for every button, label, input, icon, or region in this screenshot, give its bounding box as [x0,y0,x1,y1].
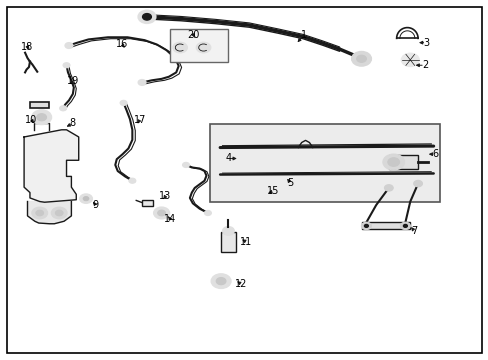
Text: 16: 16 [115,39,127,49]
Bar [142,200,153,206]
Circle shape [83,197,89,201]
Circle shape [120,100,127,105]
Text: 5: 5 [286,178,293,188]
Circle shape [63,63,70,68]
Bar [170,30,227,62]
Text: 12: 12 [234,279,247,289]
Bar [30,102,49,108]
Circle shape [361,222,370,229]
Text: 13: 13 [159,191,171,201]
Circle shape [172,42,187,53]
Text: 2: 2 [421,60,427,70]
Circle shape [400,222,409,229]
Polygon shape [27,202,71,224]
Circle shape [182,162,189,167]
Circle shape [364,225,367,227]
Text: 20: 20 [187,30,199,40]
Circle shape [413,180,422,187]
Bar [361,222,409,229]
Circle shape [356,55,366,62]
Circle shape [382,154,404,170]
Circle shape [80,194,92,203]
Text: 9: 9 [93,200,99,210]
Bar [210,125,439,202]
Circle shape [55,210,63,216]
Text: 3: 3 [423,38,428,48]
Circle shape [142,14,151,20]
Text: 8: 8 [70,118,76,128]
Circle shape [129,178,136,183]
Circle shape [216,278,225,285]
Circle shape [32,207,47,219]
Circle shape [138,10,156,23]
Text: 10: 10 [25,115,38,125]
Text: 18: 18 [21,42,34,51]
Circle shape [387,158,399,166]
Circle shape [351,51,370,66]
Text: 11: 11 [239,237,252,247]
Circle shape [211,274,230,288]
Circle shape [65,42,73,48]
Circle shape [158,210,165,216]
Circle shape [36,210,43,216]
Circle shape [384,185,392,191]
Text: 1: 1 [300,30,306,40]
Circle shape [405,57,414,63]
Polygon shape [24,130,79,202]
Text: 14: 14 [164,215,176,224]
Circle shape [403,225,407,227]
Circle shape [401,53,418,66]
Text: 17: 17 [133,115,145,125]
Circle shape [138,80,146,85]
Circle shape [196,42,210,53]
Text: 19: 19 [66,76,79,86]
Text: 4: 4 [225,153,231,163]
Bar [388,155,417,169]
Circle shape [204,211,211,216]
Circle shape [60,106,66,111]
Text: 7: 7 [410,226,416,236]
Circle shape [154,207,169,219]
Bar [221,232,235,252]
Circle shape [51,207,67,219]
Circle shape [222,226,234,235]
Circle shape [37,114,46,121]
Text: 6: 6 [432,149,438,159]
Circle shape [32,110,51,125]
Text: 15: 15 [266,186,278,197]
